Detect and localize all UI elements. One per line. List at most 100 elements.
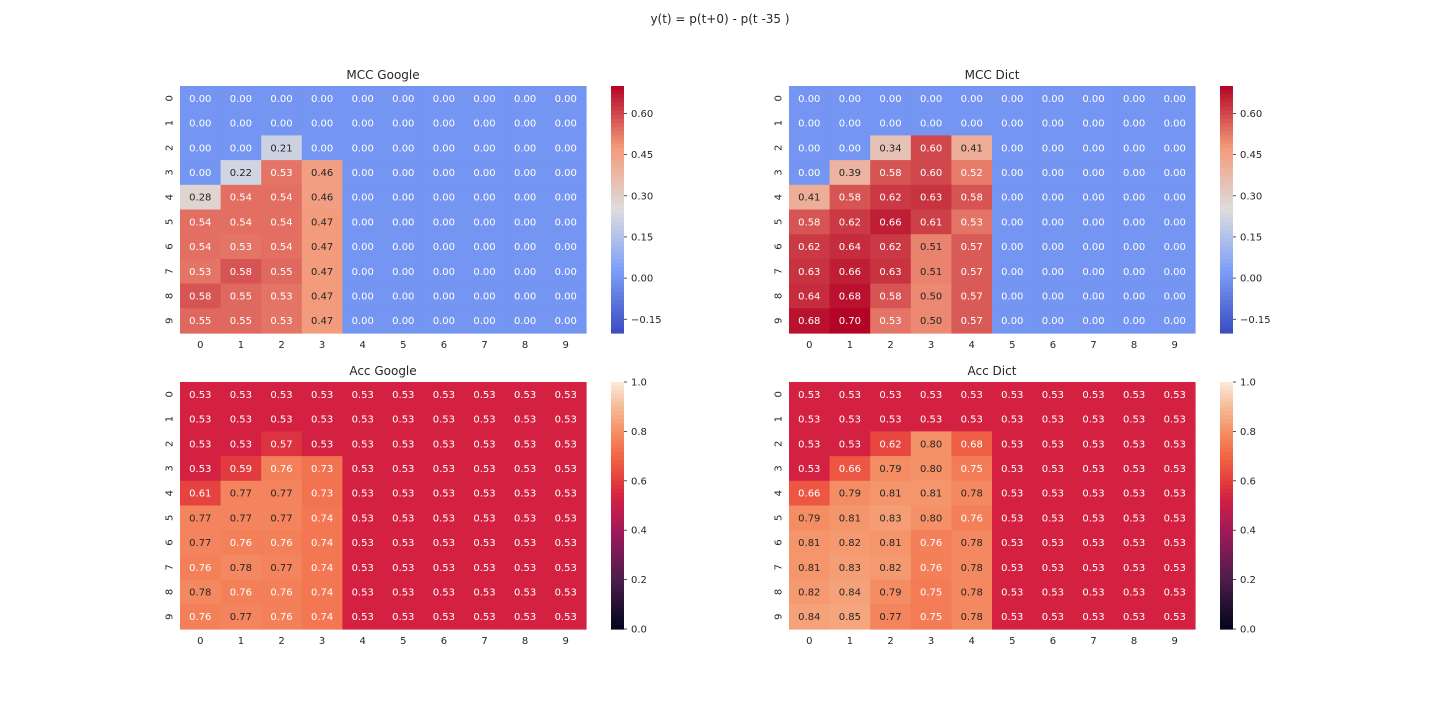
colorbar-segment: [1220, 423, 1233, 428]
heatmap-cell: [464, 86, 506, 112]
heatmap-cell: [220, 184, 262, 211]
heatmap-cell: [992, 456, 1034, 482]
cell-value: 0.78: [961, 587, 983, 598]
heatmap-cell: [870, 234, 912, 260]
colorbar-segment: [611, 263, 624, 268]
cell-value: 0.46: [311, 168, 333, 179]
colorbar-segment: [1220, 435, 1233, 441]
cell-value: 0.53: [1123, 464, 1145, 475]
cell-value: 0.53: [798, 415, 820, 426]
y-tick-label: 5: [774, 219, 785, 225]
cell-value: 0.53: [1001, 538, 1023, 549]
cell-value: 0.00: [839, 143, 861, 154]
heatmap-cell: [261, 456, 303, 482]
colorbar-segment: [1220, 98, 1233, 104]
heatmap-cell: [829, 160, 871, 186]
cell-value: 0.70: [839, 316, 861, 327]
heatmap-cell: [1113, 86, 1155, 112]
cell-value: 0.34: [879, 143, 901, 154]
heatmap-cell: [261, 604, 303, 630]
cell-value: 0.53: [433, 538, 455, 549]
colorbar-segment: [1220, 221, 1233, 227]
panel-title: Acc Google: [349, 364, 416, 378]
cell-value: 0.62: [879, 439, 901, 450]
cell-value: 0.00: [555, 143, 577, 154]
colorbar-segment: [1220, 94, 1233, 99]
cell-value: 0.79: [839, 489, 861, 500]
cell-value: 0.00: [473, 217, 495, 228]
cell-value: 0.00: [352, 143, 374, 154]
heatmap-cell: [910, 234, 952, 260]
cell-value: 0.79: [879, 464, 901, 475]
cell-value: 0.00: [473, 193, 495, 204]
heatmap-cell: [951, 308, 993, 334]
cell-value: 0.00: [392, 119, 414, 130]
cell-value: 0.00: [1164, 267, 1186, 278]
colorbar-segment: [1220, 489, 1233, 494]
colorbar-segment: [1220, 612, 1233, 618]
colorbar-segment: [1220, 254, 1233, 260]
heatmap-cell: [789, 579, 831, 605]
heatmap-cell: [789, 209, 831, 235]
cell-value: 0.00: [798, 119, 820, 130]
cell-value: 0.53: [555, 439, 577, 450]
cell-value: 0.76: [920, 563, 942, 574]
heatmap-cell: [383, 283, 425, 309]
heatmap-cell: [1073, 283, 1115, 309]
cell-value: 0.77: [189, 538, 211, 549]
cell-value: 0.53: [473, 513, 495, 524]
heatmap-cell: [423, 184, 465, 211]
cell-value: 0.00: [392, 143, 414, 154]
y-tick-label: 1: [774, 416, 785, 422]
colorbar-segment: [1220, 406, 1233, 412]
cell-value: 0.00: [392, 291, 414, 302]
cell-value: 0.53: [189, 415, 211, 426]
y-tick-label: 8: [774, 589, 785, 595]
heatmap-cell: [789, 505, 831, 531]
colorbar-segment: [611, 118, 624, 124]
heatmap-cell: [789, 258, 831, 285]
heatmap-cell: [951, 406, 993, 432]
heatmap-cell: [789, 135, 831, 161]
colorbar-segment: [611, 587, 624, 593]
cell-value: 0.53: [555, 513, 577, 524]
colorbar-segment: [1220, 414, 1233, 420]
cell-value: 0.77: [230, 489, 252, 500]
colorbar-segment: [611, 451, 624, 457]
colorbar-segment: [611, 164, 624, 169]
heatmap-cell: [545, 160, 587, 186]
heatmap-cell: [301, 431, 343, 457]
heatmap-cell: [829, 505, 871, 531]
colorbar-tick-label: 0.0: [1240, 625, 1256, 636]
cell-value: 0.76: [189, 612, 211, 623]
cell-value: 0.00: [555, 94, 577, 105]
heatmap-cell: [829, 135, 871, 161]
cell-value: 0.53: [1001, 439, 1023, 450]
heatmap-cell: [910, 160, 952, 186]
y-tick-label: 6: [165, 243, 176, 249]
heatmap-cell: [180, 456, 222, 482]
heatmap-cell: [464, 530, 506, 556]
cell-value: 0.53: [1082, 612, 1104, 623]
cell-value: 0.82: [839, 538, 861, 549]
heatmap-cell: [870, 209, 912, 235]
cell-value: 0.00: [352, 168, 374, 179]
heatmap-cell: [951, 456, 993, 482]
colorbar-segment: [1220, 596, 1233, 601]
heatmap-cell: [1032, 604, 1074, 630]
heatmap-cell: [383, 209, 425, 235]
colorbar-segment: [1220, 308, 1233, 314]
cell-value: 0.00: [230, 119, 252, 130]
colorbar-segment: [1220, 583, 1233, 589]
heatmap-cell: [220, 579, 262, 605]
heatmap-cell: [464, 283, 506, 309]
heatmap-panel: MCC Dict 0.00 0.00 0.00 0.00 0.00 0.00 0.00 0.00…: [774, 68, 1271, 351]
heatmap-cell: [1113, 258, 1155, 285]
x-tick-label: 4: [360, 636, 366, 647]
heatmap-cell: [1073, 258, 1115, 285]
cell-value: 0.00: [555, 267, 577, 278]
cell-value: 0.00: [1082, 193, 1104, 204]
cell-value: 0.00: [1042, 94, 1064, 105]
colorbar-segment: [611, 217, 624, 223]
